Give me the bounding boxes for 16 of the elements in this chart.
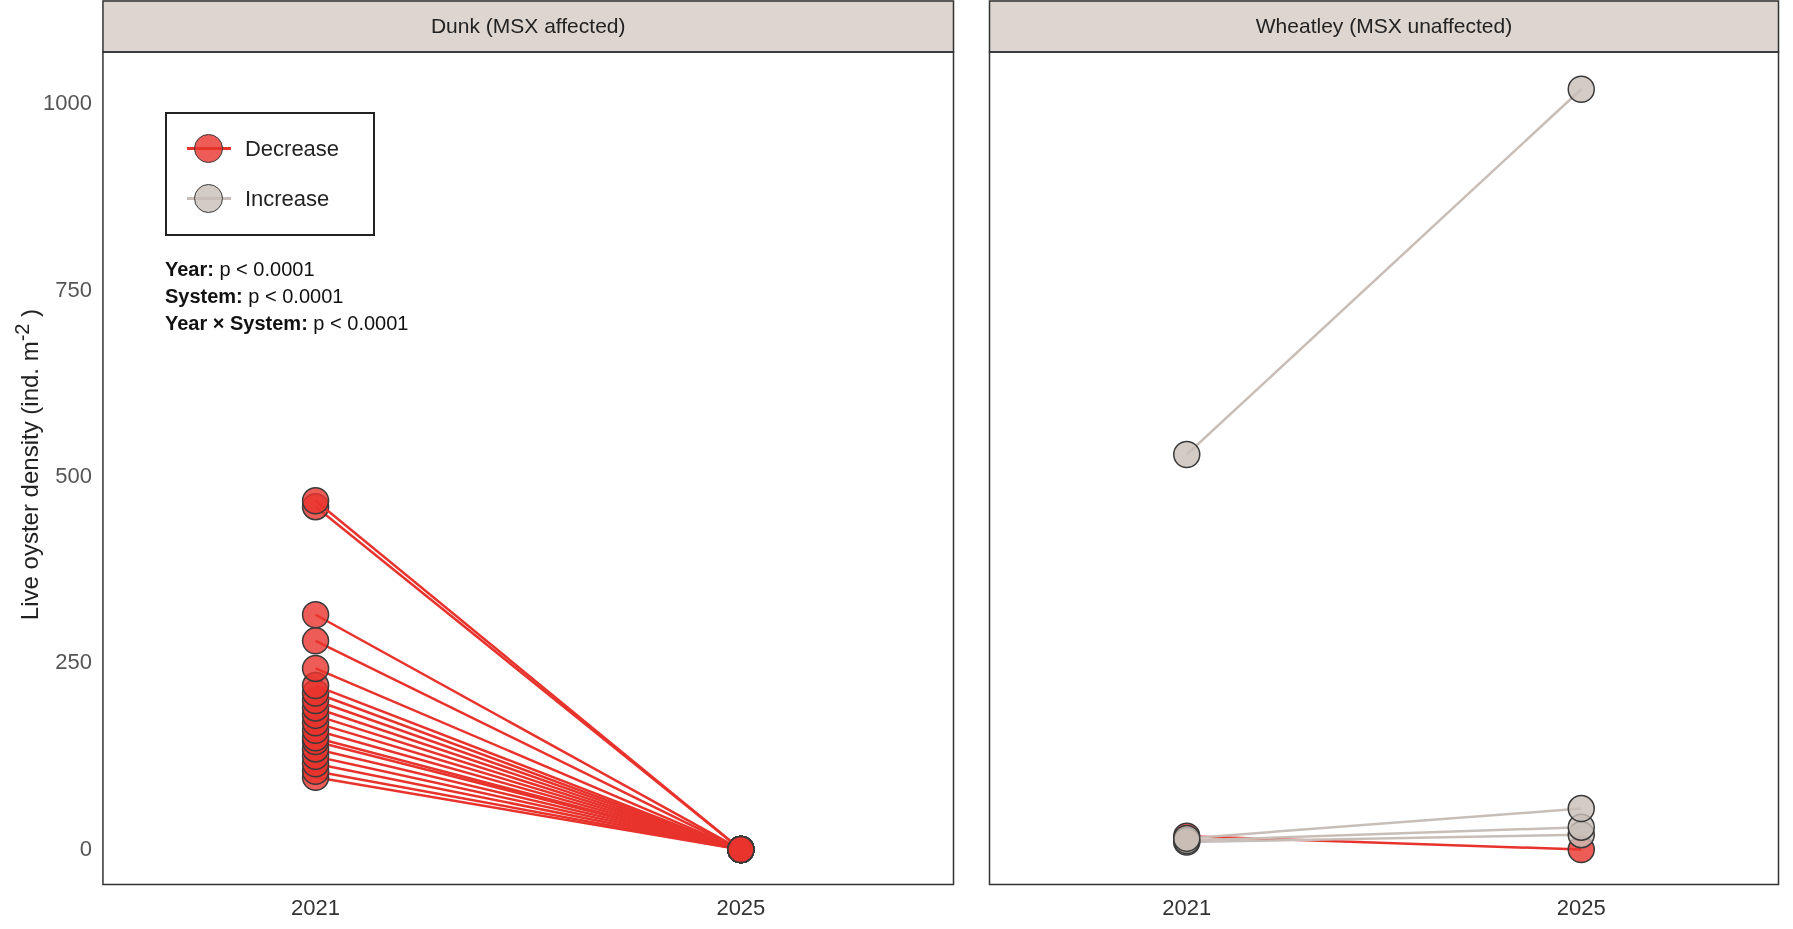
y-tick-label: 0 [79, 835, 92, 861]
chart-title: Dunk (MSX affected) [430, 13, 626, 37]
x-tick-label: 2021 [291, 894, 341, 920]
x-tick-label: 2025 [1556, 894, 1606, 920]
annotation: Year: p < 0.0001 [164, 257, 315, 280]
annotation: Year × System: p < 0.0001 [164, 311, 409, 334]
legend-label: Increase [244, 186, 330, 212]
annotation: System: p < 0.0001 [164, 284, 344, 307]
y-tick-label: 250 [55, 649, 92, 675]
y-tick-label: 500 [55, 462, 92, 488]
x-tick-label: 2025 [716, 894, 766, 920]
y-tick-label: 1000 [42, 90, 92, 116]
legend-label: Decrease [244, 136, 340, 162]
y-tick-label: 750 [55, 276, 92, 302]
chart-title: Wheatley (MSX unaffected) [1255, 13, 1513, 37]
x-tick-label: 2021 [1162, 894, 1212, 920]
